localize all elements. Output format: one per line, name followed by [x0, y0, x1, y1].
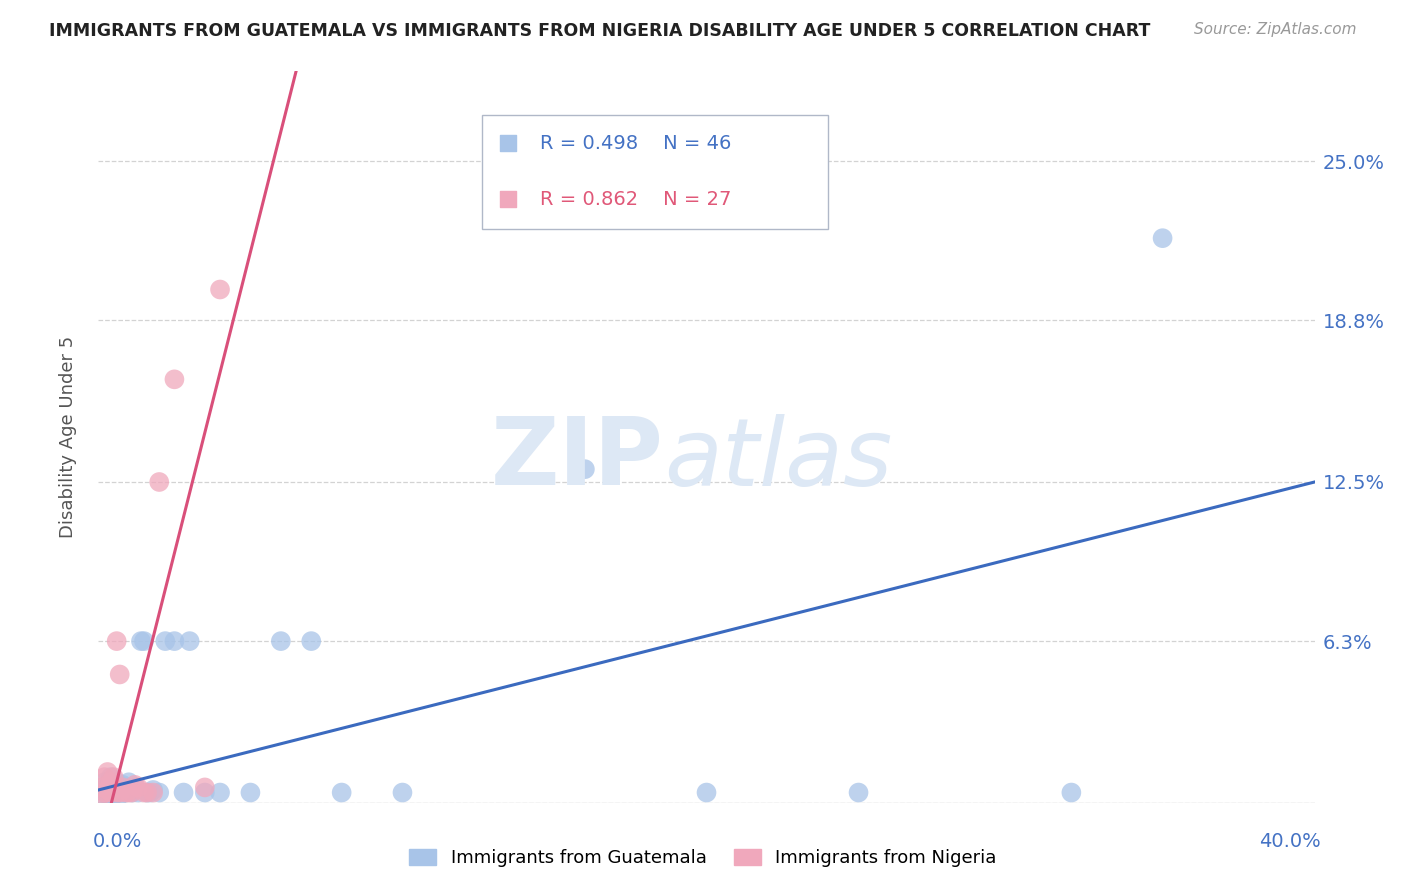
- Point: [142, 783, 165, 797]
- Point: [96, 780, 118, 795]
- Point: [121, 785, 143, 799]
- Point: [132, 785, 155, 799]
- Point: [127, 785, 149, 799]
- Text: R = 0.498    N = 46: R = 0.498 N = 46: [540, 134, 731, 153]
- Point: [142, 785, 165, 799]
- Y-axis label: Disability Age Under 5: Disability Age Under 5: [59, 336, 77, 538]
- FancyBboxPatch shape: [481, 115, 828, 228]
- Point: [111, 783, 134, 797]
- Legend: Immigrants from Guatemala, Immigrants from Nigeria: Immigrants from Guatemala, Immigrants fr…: [402, 841, 1004, 874]
- Point: [209, 283, 232, 297]
- Point: [108, 780, 131, 795]
- Point: [105, 783, 128, 797]
- Point: [124, 778, 146, 792]
- Point: [148, 785, 170, 799]
- Point: [118, 775, 141, 789]
- Point: [139, 785, 162, 799]
- Point: [330, 785, 353, 799]
- Point: [90, 780, 112, 795]
- Point: [105, 775, 128, 789]
- Point: [696, 785, 718, 799]
- Point: [90, 788, 112, 802]
- Point: [96, 764, 118, 779]
- Point: [148, 475, 170, 489]
- Text: ZIP: ZIP: [491, 413, 664, 505]
- Point: [299, 634, 322, 648]
- Point: [103, 780, 125, 795]
- Text: 0.0%: 0.0%: [93, 831, 142, 851]
- Point: [173, 785, 195, 799]
- Point: [90, 788, 112, 802]
- Point: [1152, 231, 1174, 245]
- Point: [574, 462, 596, 476]
- Point: [90, 783, 112, 797]
- Point: [103, 770, 125, 784]
- Point: [103, 785, 125, 799]
- Point: [127, 780, 149, 795]
- Point: [194, 785, 217, 799]
- Point: [103, 788, 125, 802]
- Point: [1060, 785, 1083, 799]
- Point: [270, 634, 292, 648]
- Text: IMMIGRANTS FROM GUATEMALA VS IMMIGRANTS FROM NIGERIA DISABILITY AGE UNDER 5 CORR: IMMIGRANTS FROM GUATEMALA VS IMMIGRANTS …: [49, 22, 1150, 40]
- Point: [118, 783, 141, 797]
- Point: [108, 667, 131, 681]
- Point: [100, 785, 122, 799]
- Point: [179, 634, 201, 648]
- Point: [100, 783, 122, 797]
- Text: R = 0.862    N = 27: R = 0.862 N = 27: [540, 190, 731, 209]
- Point: [114, 785, 136, 799]
- Point: [163, 634, 186, 648]
- Point: [848, 785, 870, 799]
- Point: [111, 780, 134, 795]
- Text: Source: ZipAtlas.com: Source: ZipAtlas.com: [1194, 22, 1357, 37]
- Point: [209, 785, 232, 799]
- Point: [93, 770, 115, 784]
- Point: [103, 778, 125, 792]
- Point: [96, 783, 118, 797]
- Point: [100, 775, 122, 789]
- Point: [121, 785, 143, 799]
- Point: [194, 780, 217, 795]
- Point: [93, 785, 115, 799]
- Point: [93, 775, 115, 789]
- Point: [155, 634, 177, 648]
- Text: atlas: atlas: [664, 414, 893, 505]
- Point: [132, 634, 155, 648]
- Point: [105, 785, 128, 799]
- Point: [108, 788, 131, 802]
- Point: [391, 785, 413, 799]
- Text: 40.0%: 40.0%: [1258, 831, 1320, 851]
- Point: [163, 372, 186, 386]
- Point: [93, 785, 115, 799]
- Point: [111, 778, 134, 792]
- Point: [114, 785, 136, 799]
- Point: [118, 785, 141, 799]
- Point: [114, 780, 136, 795]
- Point: [136, 785, 159, 799]
- Point: [124, 780, 146, 795]
- Point: [100, 770, 122, 784]
- Point: [239, 785, 262, 799]
- Point: [96, 788, 118, 802]
- Point: [105, 634, 128, 648]
- Point: [108, 785, 131, 799]
- Point: [129, 634, 152, 648]
- Point: [136, 785, 159, 799]
